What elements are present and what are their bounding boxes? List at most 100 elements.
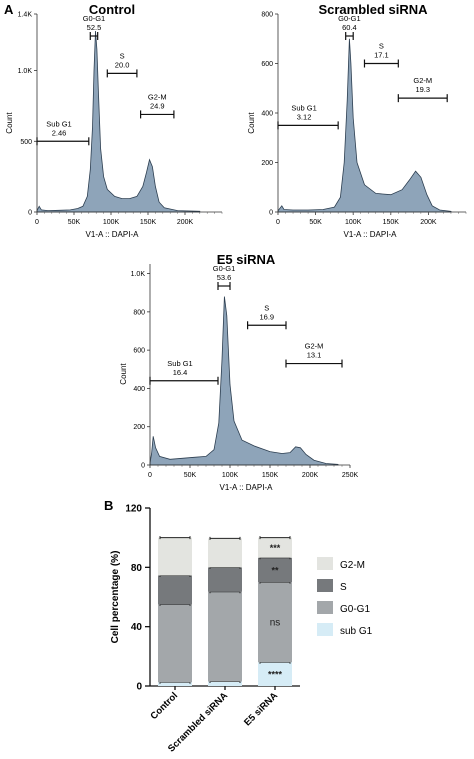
x-tick-label: 50K (68, 219, 81, 226)
y-tick-label: 0 (269, 210, 273, 217)
x-tick-label: 0 (148, 472, 152, 479)
gate-s: S20.0 (106, 51, 138, 78)
gate-value: 24.9 (150, 101, 165, 110)
bar-e5-sirna: ****ns***** (258, 536, 292, 686)
x-tick-label: 200K (302, 472, 319, 479)
bar-segment-g0-g1 (208, 591, 242, 682)
x-tick-label: 50K (309, 219, 322, 226)
y-axis-label: Count (119, 363, 128, 385)
legend: G2-M S G0-G1 sub G1 (317, 557, 373, 637)
histogram-e5-sirna: E5 siRNA 0 50K 100K 150K 200K 250K 0 200 400 600 80… (119, 252, 358, 492)
x-axis-label: V1-A :: DAPI-A (344, 230, 398, 239)
gate-name: G2-M (148, 92, 167, 101)
y-tick-label: 0 (136, 682, 142, 693)
gate-name: Sub G1 (46, 119, 71, 128)
gate-value: 52.5 (87, 23, 102, 32)
bar-scrambled-sirna (208, 536, 242, 686)
gate-sub-g1: Sub G12.46 (36, 119, 90, 146)
gate-s: S16.9 (247, 303, 287, 330)
gate-g2-m: G2-M13.1 (285, 342, 343, 368)
gate-name: G0-G1 (83, 14, 106, 23)
bar-segment-s (158, 575, 192, 605)
gate-s: S17.1 (363, 42, 399, 68)
bar-segment-sub-g1 (208, 681, 242, 686)
x-tick-label: 200K (177, 219, 194, 226)
bar-segment-g2-m (158, 537, 192, 576)
y-tick-label: 600 (133, 348, 145, 355)
y-tick-label: 40 (131, 622, 143, 633)
gate-name: G2-M (413, 76, 432, 85)
histogram-scrambled-sirna: Scrambled siRNA 0 50K 100K 150K 200K 0 200 400 60… (247, 2, 467, 239)
bar-control (158, 536, 192, 686)
gate-name: S (120, 51, 125, 60)
bar-segment-g0-g1 (258, 582, 292, 663)
gate-g2-m: G2-M24.9 (140, 92, 175, 119)
y-tick-label: 1.0K (131, 271, 146, 278)
y-tick-label: 1.0K (18, 68, 33, 75)
legend-swatch (317, 579, 333, 592)
histogram-area (277, 38, 452, 213)
bar-segment-g2-m (208, 538, 242, 568)
panel-label-a: A (4, 2, 14, 17)
x-tick-label: 150K (140, 219, 157, 226)
x-tick-label: 50K (184, 472, 197, 479)
gate-value: 16.9 (259, 312, 274, 321)
x-axis-label: V1-A :: DAPI-A (86, 230, 140, 239)
gate-value: 17.1 (374, 51, 389, 60)
x-tick-label: Control (148, 690, 180, 722)
legend-label: sub G1 (340, 626, 373, 637)
legend-item-g0-g1: G0-G1 (317, 601, 370, 615)
y-tick-label: 400 (261, 111, 273, 118)
x-tick-label: 0 (276, 219, 280, 226)
y-tick-label: 800 (261, 12, 273, 19)
legend-item-g2-m: G2-M (317, 557, 365, 571)
bar-segment-s (258, 557, 292, 583)
gate-value: 53.6 (217, 273, 232, 282)
bar-segment-sub-g1 (158, 682, 192, 686)
gate-name: Sub G1 (167, 359, 192, 368)
x-tick-label: 0 (35, 219, 39, 226)
gate-sub-g1: Sub G13.12 (277, 103, 339, 130)
x-tick-label: 100K (345, 219, 362, 226)
histogram-area (149, 296, 339, 466)
x-tick-label: 250K (342, 472, 359, 479)
chart-title: Control (89, 2, 135, 17)
x-tick-label: 150K (383, 219, 400, 226)
x-tick-label: E5 siRNA (242, 690, 280, 728)
y-tick-label: 0 (141, 463, 145, 470)
y-tick-label: 800 (133, 309, 145, 316)
histogram-control: Control 0 50K 100K 150K 200K 0 500 1.0K 1.4K V1-A … (5, 2, 223, 239)
significance-label: *** (270, 543, 281, 553)
bar-segment-g0-g1 (158, 604, 192, 683)
gate-name: G2-M (305, 342, 324, 351)
chart-title: E5 siRNA (217, 252, 276, 267)
gate-g2-m: G2-M19.3 (397, 76, 448, 103)
y-tick-label: 200 (261, 160, 273, 167)
chart-title: Scrambled siRNA (318, 2, 428, 17)
bar-segment-sub-g1 (258, 662, 292, 686)
y-axis-label: Count (5, 112, 14, 134)
gate-value: 60.4 (342, 23, 357, 32)
gate-value: 20.0 (115, 60, 130, 69)
legend-item-s: S (317, 579, 347, 593)
y-axis-label: Count (247, 112, 256, 134)
gate-value: 13.1 (307, 351, 322, 360)
y-tick-label: 120 (125, 504, 142, 515)
histogram-area (36, 30, 201, 213)
gate-name: G0-G1 (338, 14, 361, 23)
legend-swatch (317, 601, 333, 614)
x-axis-label: V1-A :: DAPI-A (220, 483, 274, 492)
x-tick-label: 100K (222, 472, 239, 479)
y-axis-label: Cell percentage (%) (110, 551, 121, 644)
y-tick-label: 0 (28, 210, 32, 217)
y-tick-label: 500 (20, 139, 32, 146)
significance-label: **** (268, 670, 283, 680)
legend-item-sub-g1: sub G1 (317, 623, 373, 637)
significance-label: ** (271, 565, 279, 575)
bar-segment-g2-m (258, 537, 292, 558)
